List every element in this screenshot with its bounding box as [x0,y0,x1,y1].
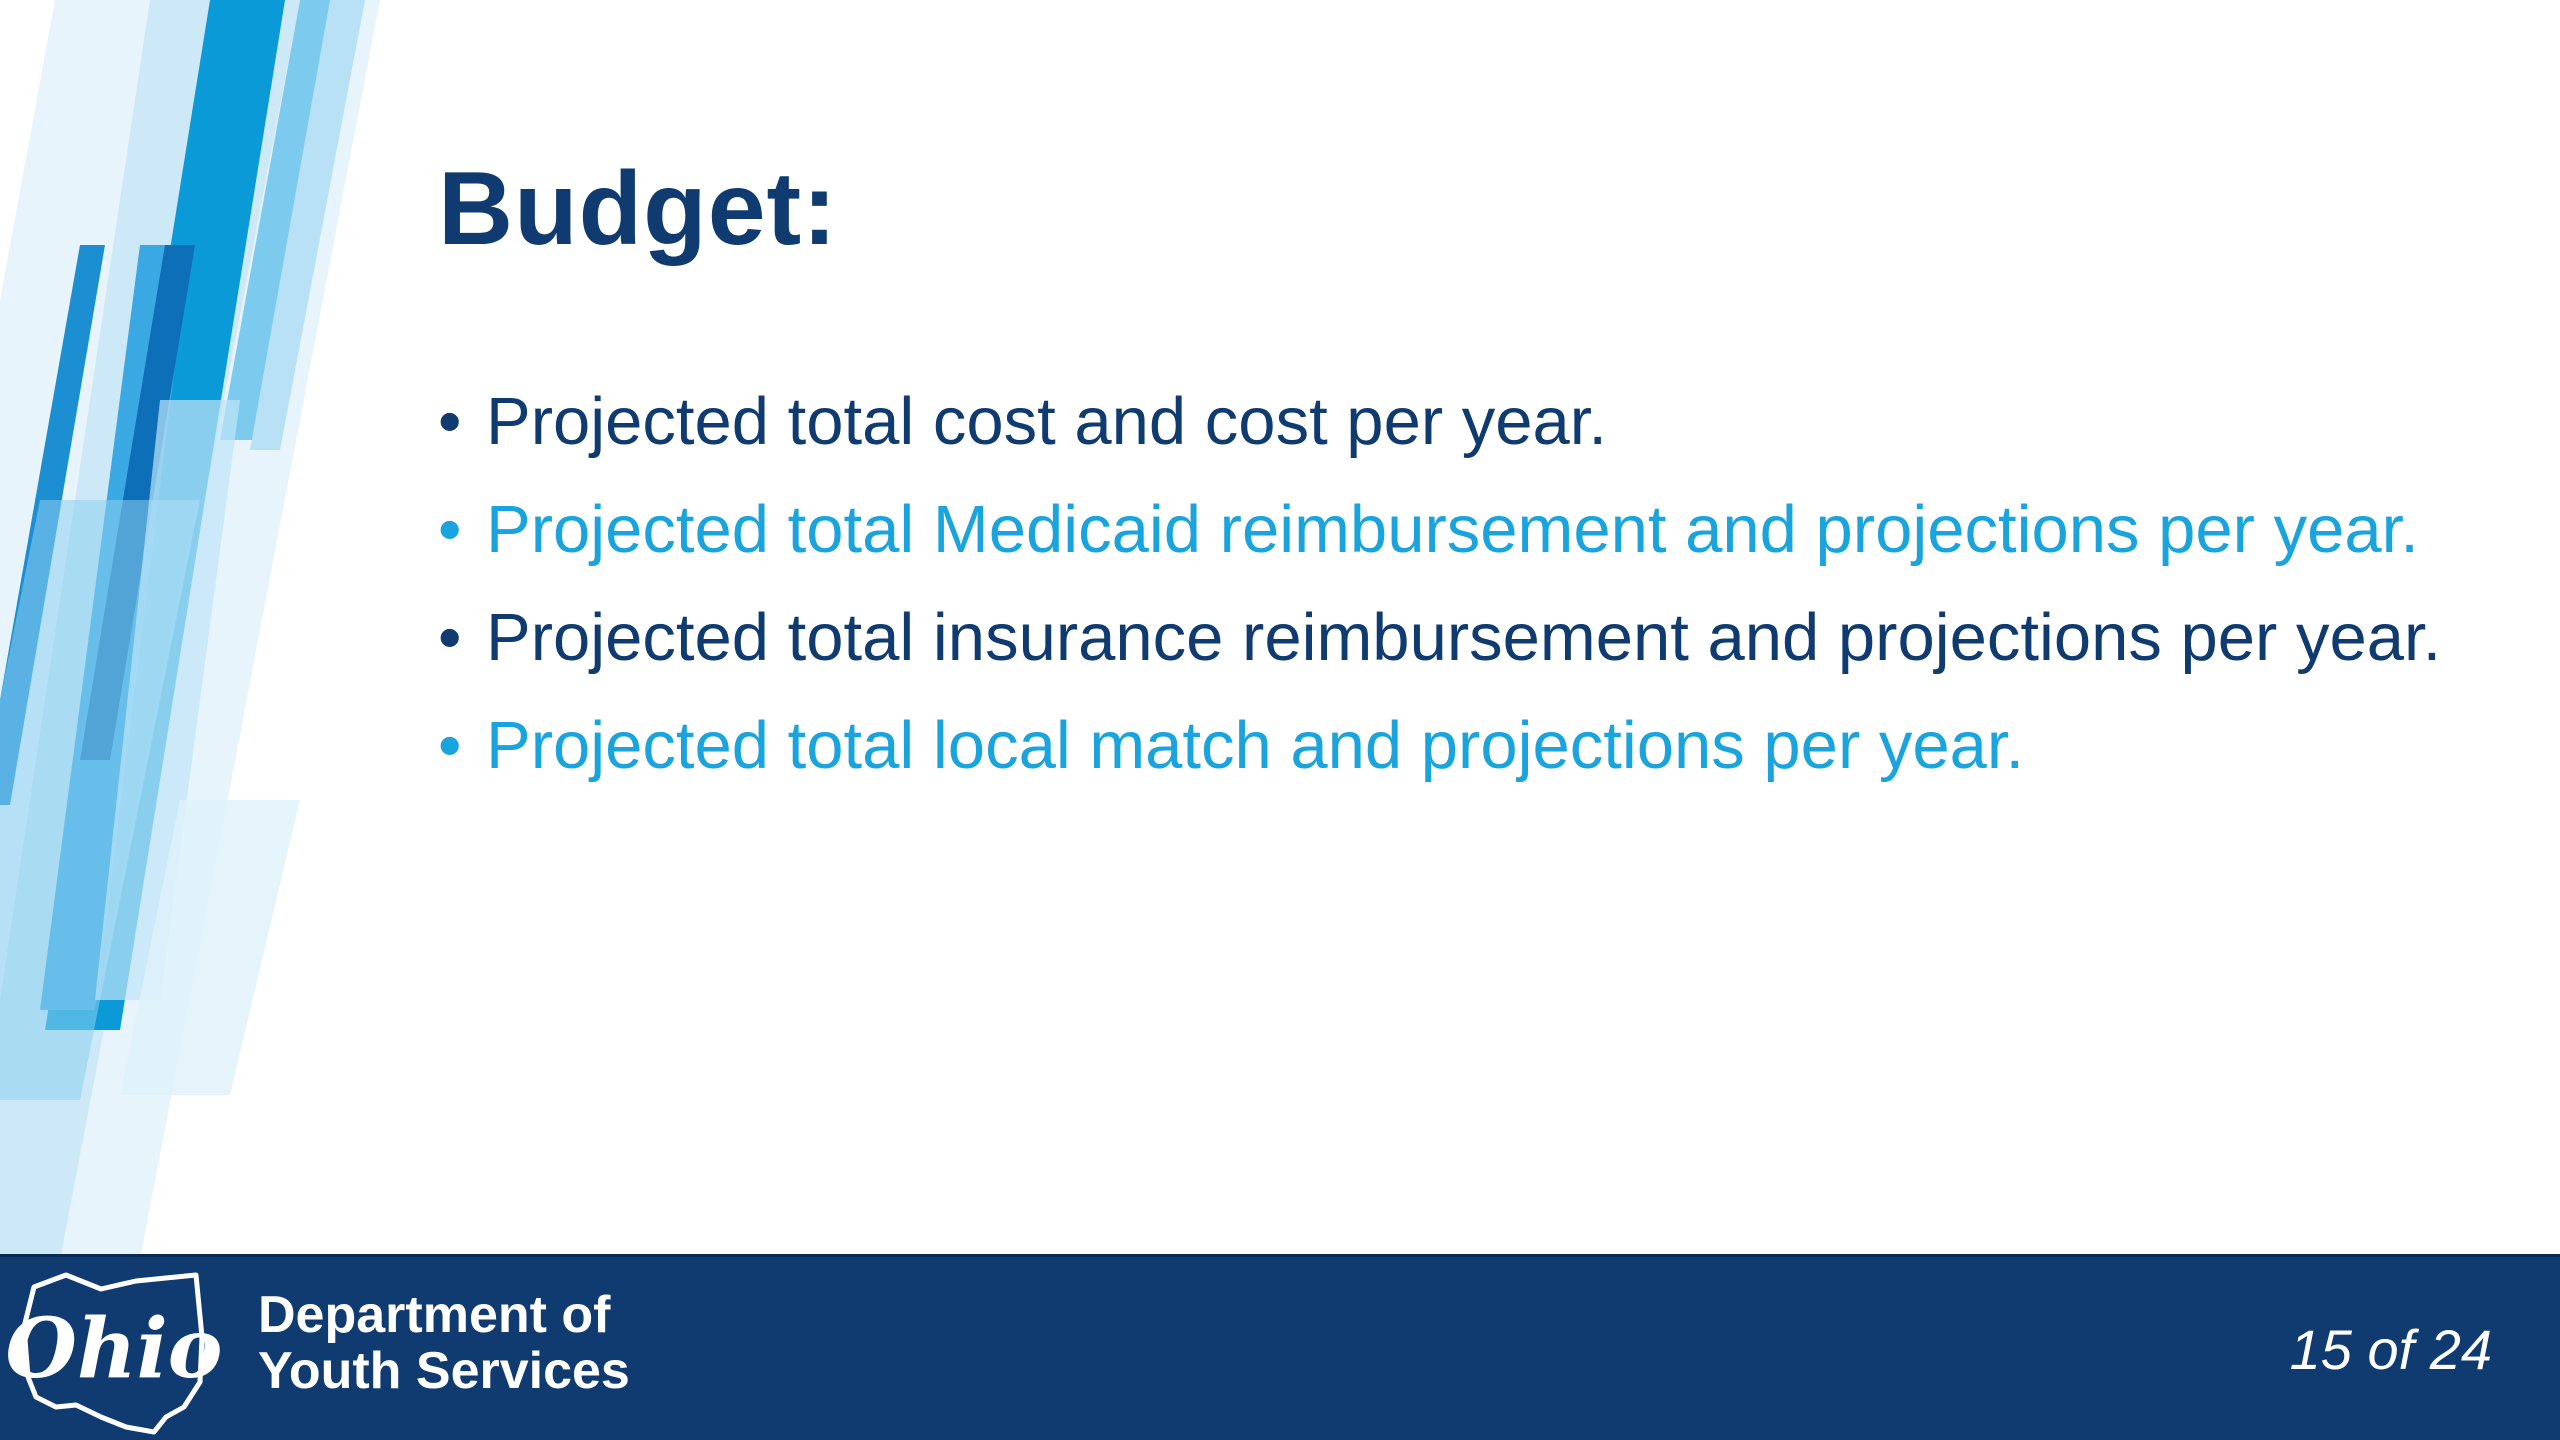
bullet-marker: • [438,600,462,675]
ohio-logo: Ohio [6,1272,222,1435]
bullet-marker: • [438,384,462,459]
footer-bar: Ohio Department of Youth Services 15 of … [0,1254,2560,1440]
decorative-stripes [0,0,380,1260]
page-indicator: 15 of 24 [2289,1318,2492,1381]
bullet-text: Projected total insurance reimbursement … [486,600,2442,675]
department-line-1: Department of [258,1286,611,1344]
ohio-logo-text: Ohio [6,1301,222,1397]
department-line-2: Youth Services [258,1342,630,1400]
bullet-text: Projected total Medicaid reimbursement a… [486,492,2419,567]
bullet-marker: • [438,708,462,783]
bullet-list: • Projected total cost and cost per year… [438,382,2458,814]
bullet-item: • Projected total cost and cost per year… [438,382,2458,462]
department-name: Department of Youth Services [258,1287,630,1399]
bullet-item: • Projected total local match and projec… [438,706,2458,786]
bullet-item: • Projected total Medicaid reimbursement… [438,490,2458,570]
slide-title: Budget: [438,151,838,267]
bullet-marker: • [438,492,462,567]
bullet-text: Projected total cost and cost per year. [486,384,1608,459]
bullet-text: Projected total local match and projecti… [486,708,2025,783]
bullet-item: • Projected total insurance reimbursemen… [438,598,2458,678]
